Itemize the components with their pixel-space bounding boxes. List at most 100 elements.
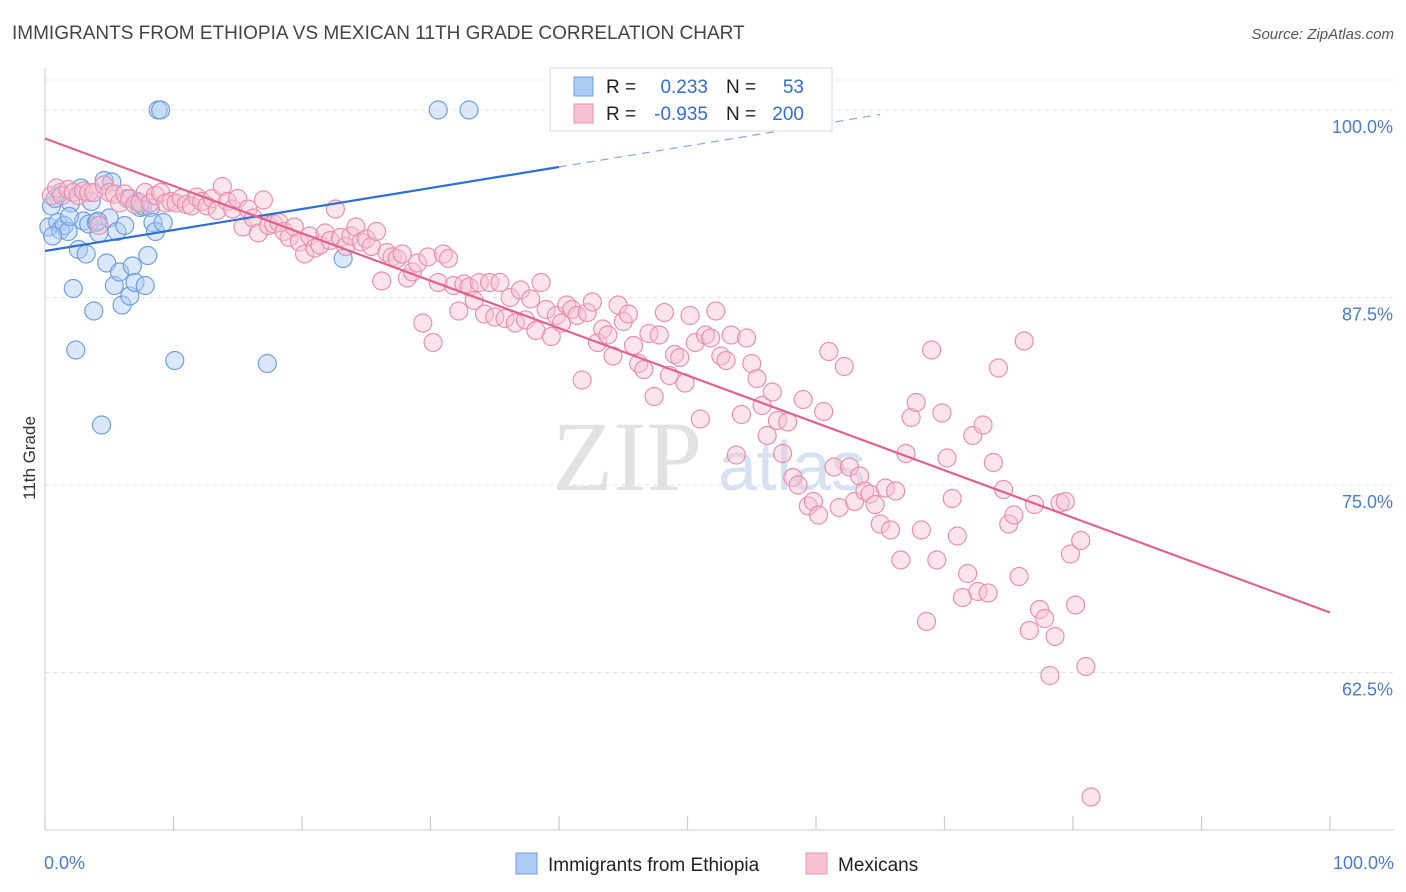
- axes: 100.0% 87.5% 75.0% 62.5% 0.0% 100.0%: [44, 68, 1394, 873]
- data-point: [248, 223, 268, 243]
- data-point: [680, 305, 700, 326]
- stats-box-frame: [549, 67, 833, 132]
- data-point: [459, 100, 479, 120]
- data-point: [122, 256, 142, 276]
- data-point: [66, 340, 86, 360]
- data-point: [947, 526, 967, 546]
- y-tick-label: 87.5%: [1342, 305, 1393, 325]
- data-point: [1076, 656, 1096, 677]
- data-point: [880, 520, 901, 540]
- data-point: [942, 488, 962, 509]
- data-point: [1065, 595, 1086, 615]
- data-point: [115, 215, 135, 236]
- data-point: [844, 491, 865, 512]
- data-point: [438, 248, 459, 269]
- data-point: [151, 100, 171, 120]
- stats-r-label-mexicans: R =: [606, 104, 636, 125]
- data-point: [716, 350, 736, 371]
- data-point: [181, 196, 202, 216]
- data-point: [228, 188, 248, 209]
- data-point: [737, 328, 757, 348]
- data-point: [665, 344, 685, 365]
- data-point: [79, 182, 99, 203]
- data-point: [138, 245, 158, 266]
- data-point: [891, 550, 911, 570]
- data-point: [685, 332, 705, 353]
- data-point: [793, 389, 813, 410]
- chart-source: Source: ZipAtlas.com: [1251, 26, 1394, 43]
- data-point: [500, 287, 520, 308]
- data-point: [274, 221, 294, 242]
- legend-label-ethiopia: Immigrants from Ethiopia: [548, 855, 760, 876]
- data-point: [983, 452, 1003, 473]
- y-tick-label: 100.0%: [1332, 117, 1393, 137]
- data-point: [618, 304, 638, 324]
- data-point: [490, 272, 510, 293]
- data-point: [937, 448, 957, 468]
- data-point: [973, 415, 993, 435]
- stats-r-value-mexicans: -0.935: [654, 104, 708, 125]
- data-point: [351, 232, 371, 252]
- legend-swatch-mexicans: [805, 852, 828, 875]
- data-point: [958, 563, 978, 584]
- data-point: [109, 193, 130, 213]
- data-point: [932, 403, 952, 423]
- data-point: [372, 271, 392, 291]
- data-point: [140, 197, 160, 218]
- stats-n-label-mexicans: N =: [726, 104, 756, 125]
- stats-swatch-mexicans: [573, 103, 594, 124]
- data-point: [824, 457, 844, 477]
- data-point: [153, 212, 173, 233]
- data-point: [978, 583, 998, 603]
- data-point: [901, 407, 921, 428]
- data-point: [84, 182, 104, 203]
- data-point: [814, 401, 834, 422]
- data-point: [59, 206, 80, 227]
- data-point: [670, 347, 690, 368]
- data-point: [1055, 491, 1075, 512]
- legend-item-ethiopia[interactable]: Immigrants from Ethiopia: [515, 852, 760, 876]
- data-point: [762, 382, 782, 402]
- data-point: [536, 299, 556, 320]
- data-point: [654, 302, 674, 323]
- data-point: [593, 319, 613, 339]
- data-point: [788, 475, 808, 495]
- data-point: [721, 325, 741, 345]
- stats-swatch-ethiopia: [573, 76, 594, 97]
- data-point: [107, 221, 127, 242]
- y-tick-label: 75.0%: [1342, 492, 1393, 512]
- stats-r-label-ethiopia: R =: [606, 77, 636, 98]
- watermark-zip: ZIP: [552, 401, 702, 512]
- data-point: [1029, 599, 1050, 620]
- data-point: [598, 325, 618, 345]
- data-point: [469, 272, 489, 293]
- data-point: [84, 301, 104, 321]
- data-point: [89, 215, 109, 236]
- legend: Immigrants from Ethiopia Mexicans: [515, 852, 918, 876]
- data-point: [999, 514, 1019, 534]
- stats-r-value-ethiopia: 0.233: [660, 77, 708, 98]
- data-point: [639, 323, 659, 344]
- data-point: [212, 176, 232, 197]
- data-point: [104, 184, 124, 204]
- data-point: [582, 292, 603, 312]
- data-point: [1004, 505, 1024, 525]
- data-point: [834, 356, 854, 377]
- stats-box: R = 0.233 N = 53 R = -0.935 N = 200: [549, 67, 833, 132]
- data-point: [423, 332, 443, 353]
- data-point: [911, 520, 931, 540]
- data-point: [531, 272, 551, 293]
- data-point: [1060, 544, 1081, 564]
- grid: [45, 79, 1394, 673]
- data-point: [1045, 626, 1065, 647]
- data-point: [1035, 608, 1055, 629]
- data-point: [742, 353, 762, 374]
- data-point: [757, 425, 777, 446]
- data-point: [690, 409, 710, 429]
- data-point: [731, 404, 752, 425]
- data-point: [43, 226, 63, 246]
- data-point: [988, 358, 1009, 378]
- data-point: [1081, 787, 1101, 807]
- data-point: [91, 415, 112, 435]
- legend-item-mexicans[interactable]: Mexicans: [805, 852, 918, 876]
